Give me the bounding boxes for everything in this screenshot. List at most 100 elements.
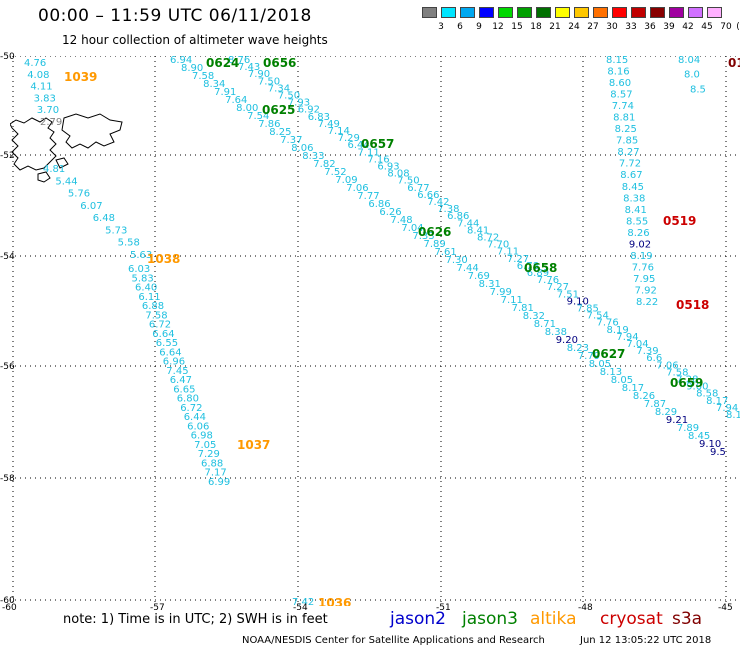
wave-height-reading: 8.19	[630, 251, 652, 262]
colorbar-swatch	[650, 7, 665, 18]
wave-height-reading: 6.86	[447, 211, 469, 222]
wave-height-reading: 7.76	[597, 318, 619, 329]
latitude-label: -54	[0, 252, 15, 262]
wave-height-reading: 5.76	[68, 189, 90, 200]
wave-height-reading: 5.44	[55, 176, 77, 187]
wave-height-reading: 8.05	[589, 359, 611, 370]
wave-height-reading: 8.38	[545, 327, 567, 338]
wave-height-reading: 6.96	[163, 357, 185, 368]
colorbar-label: 9	[476, 22, 482, 32]
wave-height-reading: 6.6	[646, 353, 662, 364]
wave-height-reading: 8.26	[627, 228, 649, 239]
wave-height-reading: 4.81	[43, 164, 65, 175]
wave-height-reading: 7.28	[676, 375, 698, 386]
altimeter-map: 4.764.084.113.833.702.79 4.815.44 5.766.07…	[10, 56, 740, 606]
wave-height-reading: 3.70	[37, 105, 59, 116]
latitude-label: -50	[0, 52, 15, 62]
legend-s3a: s3a	[672, 609, 703, 629]
wave-height-reading: 5.73	[105, 225, 127, 236]
wave-height-reading: 6.65	[173, 384, 195, 395]
land-outline	[61, 113, 123, 149]
latitude-label: -52	[0, 151, 15, 161]
wave-height-reading: 7.94	[716, 403, 738, 414]
wave-height-reading: 6.88	[142, 301, 164, 312]
wave-height-reading: 6.89	[527, 268, 549, 279]
wave-height-reading: 7.27	[547, 282, 569, 293]
wave-height-reading: 8.27	[617, 147, 639, 158]
wave-height-reading: 8.60	[609, 78, 631, 89]
colorbar-label: 30	[606, 22, 618, 32]
wave-height-reading: 7.29	[198, 449, 220, 460]
wave-height-reading: 8.5	[690, 84, 706, 95]
latitude-label: -60	[0, 596, 15, 606]
colorbar-swatch	[498, 7, 513, 18]
wave-height-reading: 6.48	[93, 213, 115, 224]
colorbar-swatch	[688, 7, 703, 18]
wave-height-reading: 7.64	[225, 95, 247, 106]
wave-height-reading: 7.54	[247, 111, 269, 122]
wave-height-reading: 6.11	[138, 292, 160, 303]
wave-height-reading: 6.40	[135, 283, 157, 294]
wave-height-reading: 6.92	[298, 105, 320, 116]
wave-height-reading: 7.34	[268, 83, 290, 94]
wave-height-reading: 7.06	[346, 183, 368, 194]
longitude-label: -54	[293, 603, 308, 613]
wave-height-reading: 6.64	[152, 329, 174, 340]
wave-height-reading: 7.69	[468, 271, 490, 282]
wave-height-reading: 8.12	[726, 410, 740, 421]
wave-height-reading: 7.09	[335, 175, 357, 186]
wave-height-reading: 8.08	[387, 169, 409, 180]
wave-height-reading: 7.89	[424, 239, 446, 250]
wave-height-reading: 7.92	[635, 286, 657, 297]
wave-height-reading: 6.72	[180, 403, 202, 414]
wave-height-reading: 7.54	[587, 311, 609, 322]
latitude-label: -56	[0, 362, 15, 372]
wave-height-reading: 7.91	[214, 87, 236, 98]
wave-height-reading: 7.11	[501, 295, 523, 306]
wave-height-reading: 5.58	[118, 238, 140, 249]
wave-height-reading: 7.52	[324, 167, 346, 178]
longitude-label: -45	[718, 603, 733, 613]
wave-height-reading: 7.17	[205, 468, 227, 479]
pass-time-label: 0624	[206, 56, 239, 70]
wave-height-reading: 7.16	[367, 154, 389, 165]
wave-height-reading: 8.25	[269, 127, 291, 138]
wave-height-reading: 8.0	[684, 70, 700, 81]
pass-time-label: 0627	[592, 347, 625, 361]
wave-height-reading: 6.44	[348, 140, 370, 151]
wave-height-reading: 9.10	[567, 296, 589, 307]
wave-height-reading: 6.78	[517, 261, 539, 272]
wave-height-reading: 7.48	[390, 215, 412, 226]
wave-height-reading: 6.80	[177, 394, 199, 405]
colorbar-label: 18	[530, 22, 542, 32]
wave-height-reading: 7.87	[644, 399, 666, 410]
wave-height-reading: 5.63	[130, 250, 152, 261]
pass-time-label: 0625	[262, 103, 295, 117]
pass-time-label: 0657	[361, 137, 394, 151]
wave-height-reading: 7.58	[666, 367, 688, 378]
colorbar-swatch	[422, 7, 437, 18]
colorbar-label: 42	[682, 22, 694, 32]
colorbar-label: 36	[644, 22, 656, 32]
wave-height-reading: 7.29	[338, 133, 360, 144]
colorbar-label: 33	[625, 22, 637, 32]
wave-height-reading: 7.77	[357, 191, 379, 202]
footer-credit: NOAA/NESDIS Center for Satellite Applica…	[242, 635, 545, 646]
wave-height-reading: 8.45	[622, 182, 644, 193]
longitude-label: -57	[150, 603, 165, 613]
land-outline	[37, 171, 51, 183]
legend-altika: altika	[530, 609, 577, 629]
wave-height-reading: 7.45	[166, 366, 188, 377]
wave-height-reading: 8.00	[236, 103, 258, 114]
falkland-islands-land	[10, 113, 123, 183]
wave-height-reading: 4.08	[27, 70, 49, 81]
colorbar-swatch	[593, 7, 608, 18]
wave-height-reading: 8.38	[623, 193, 645, 204]
legend-jason3: jason3	[462, 609, 518, 629]
wave-height-reading: 7.61	[435, 247, 457, 258]
colorbar-swatch	[555, 7, 570, 18]
land-outline	[55, 157, 69, 169]
wave-height-reading: 8.71	[534, 319, 556, 330]
wave-height-reading: 6.98	[191, 431, 213, 442]
colorbar-swatch	[441, 7, 456, 18]
